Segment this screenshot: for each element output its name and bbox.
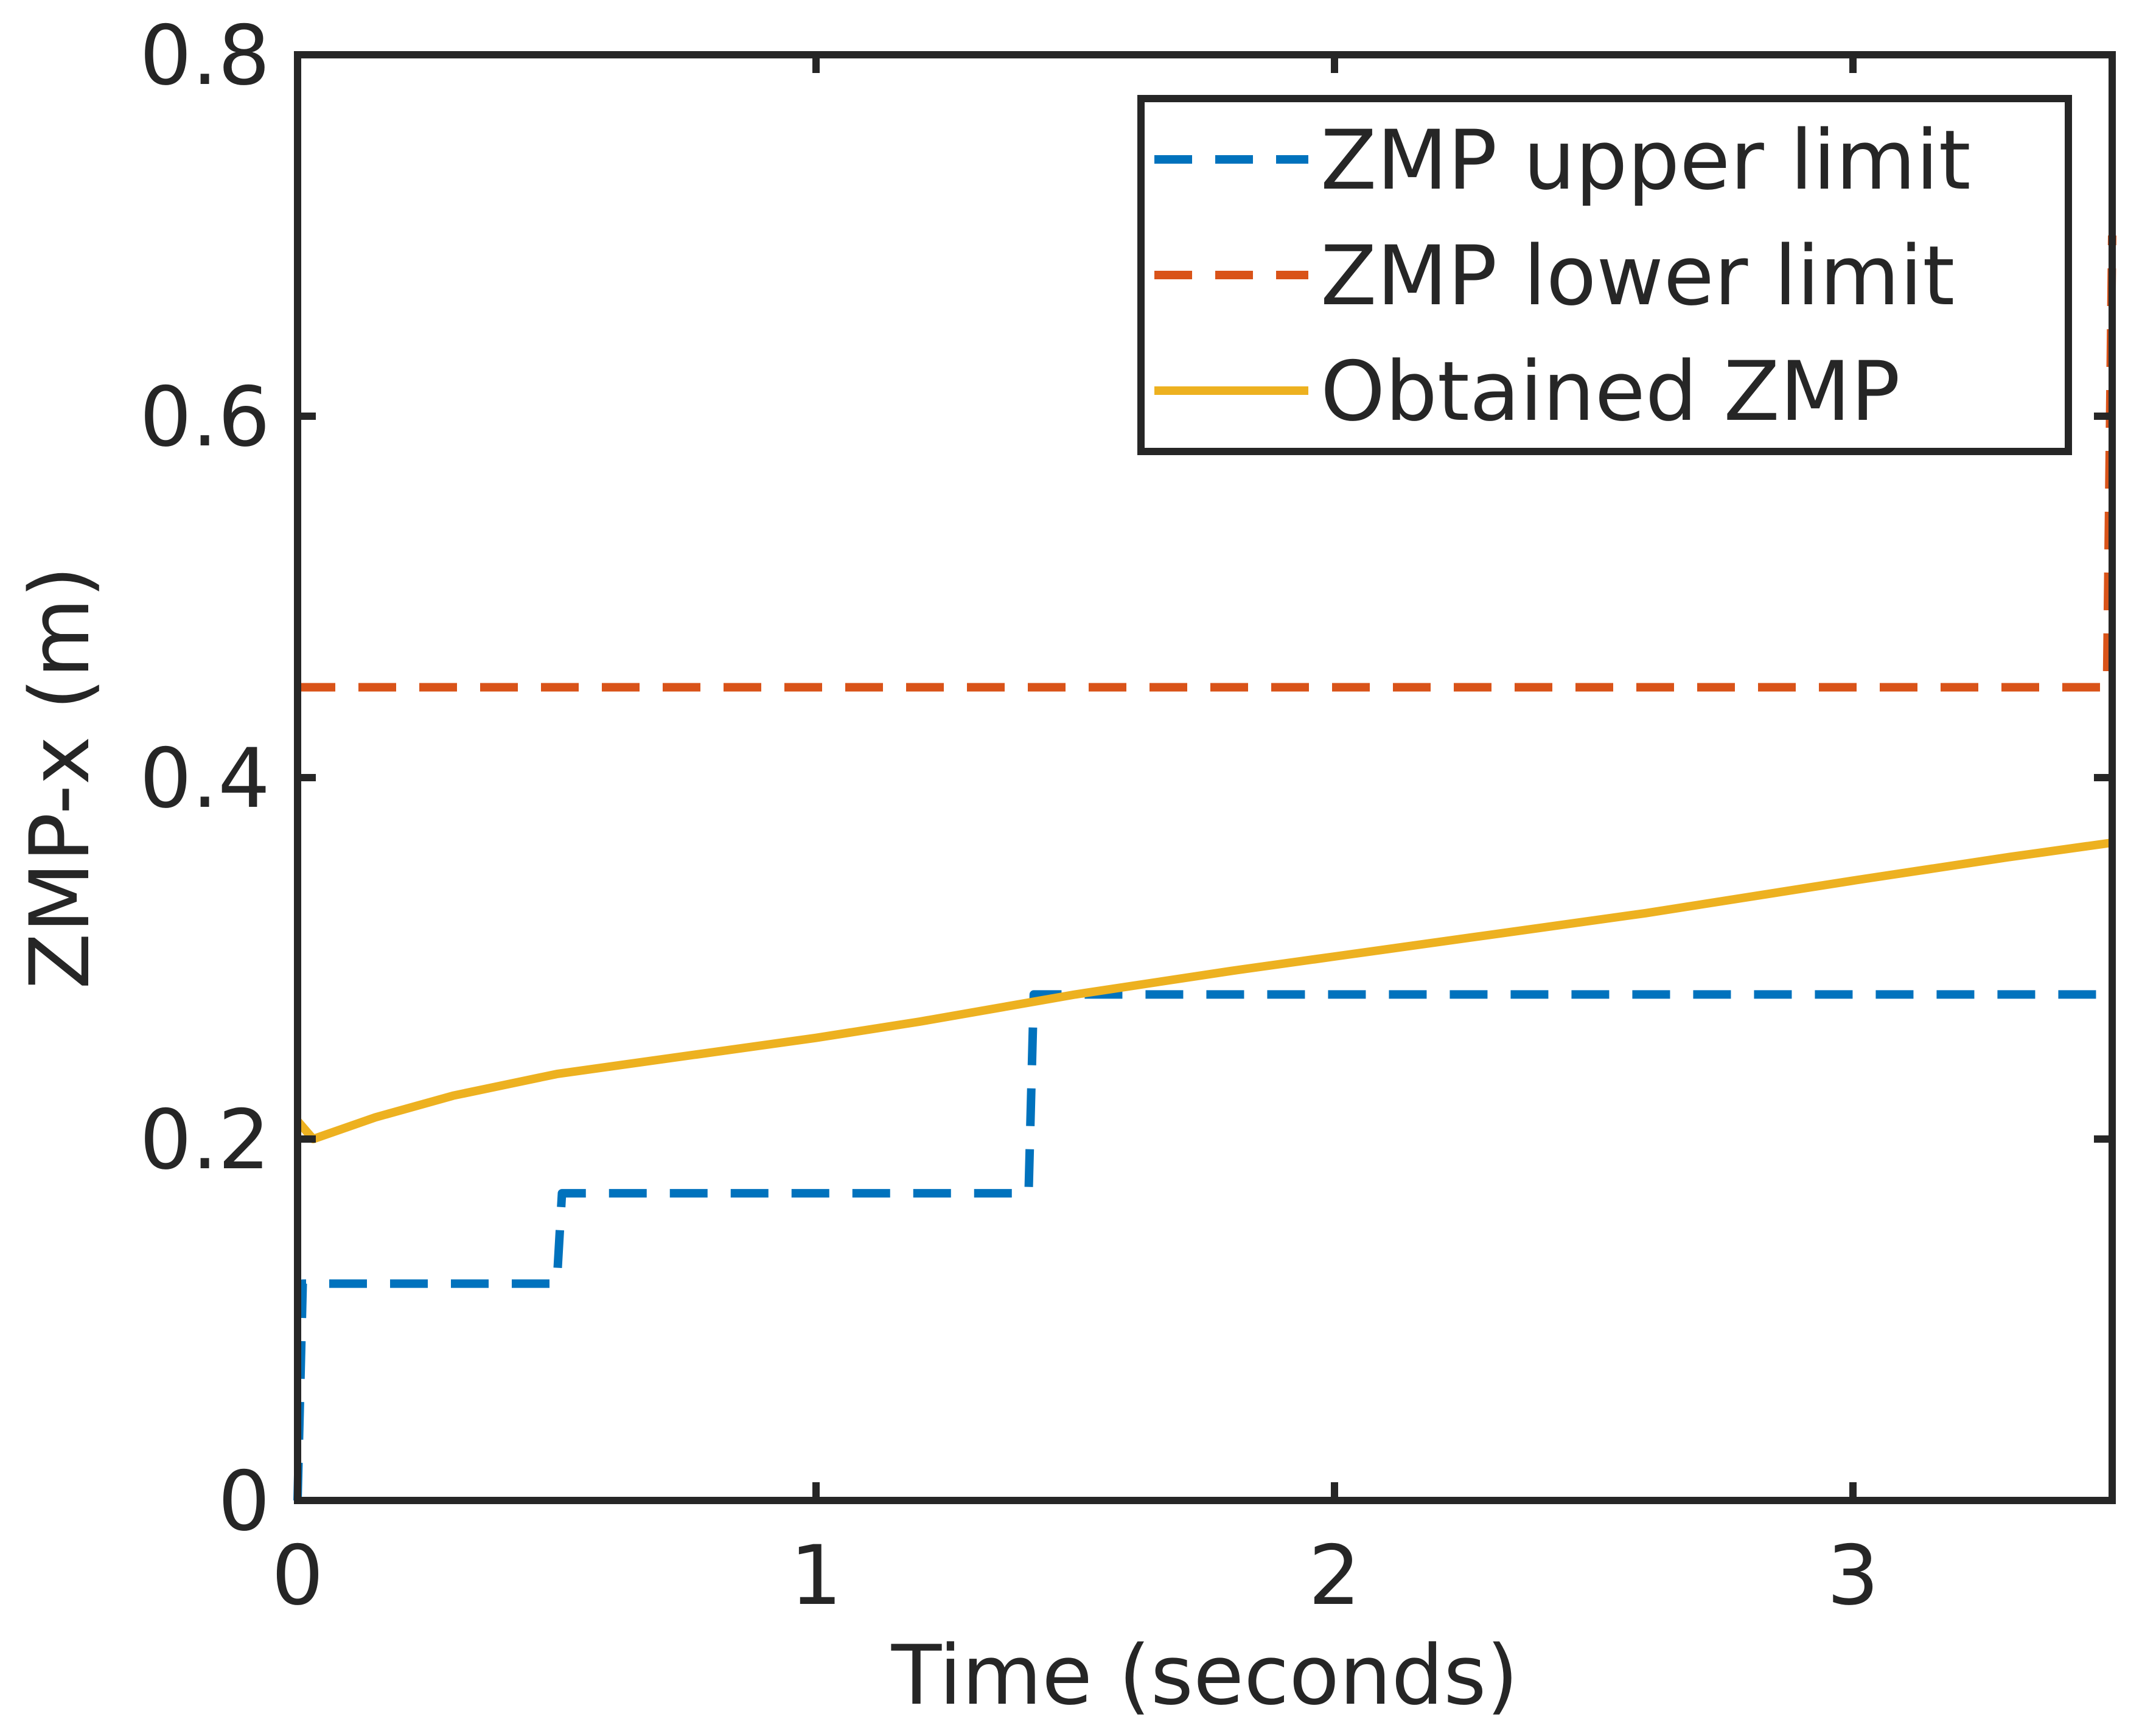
series-line-2: [294, 838, 2113, 1143]
tick-layer: 0 1 2 3 0 0.2 0.4 0.6 0.8: [139, 8, 2112, 1623]
series-layer: [293, 235, 2116, 1501]
legend-label-obtained: Obtained ZMP: [1320, 344, 1900, 439]
legend-label-upper: ZMP upper limit: [1320, 113, 1971, 208]
x-tick-label-2: 2: [1308, 1528, 1361, 1623]
x-axis-label: Time (seconds): [891, 1628, 1518, 1723]
y-tick-label-3: 0.6: [139, 369, 270, 465]
legend-label-lower: ZMP lower limit: [1320, 228, 1955, 324]
y-tick-label-1: 0.2: [139, 1092, 270, 1188]
series-line-0: [293, 990, 2112, 1501]
y-tick-label-4: 0.8: [139, 8, 270, 103]
y-axis-label: ZMP-x (m): [12, 566, 108, 989]
x-tick-label-1: 1: [790, 1528, 842, 1623]
x-tick-label-3: 3: [1827, 1528, 1879, 1623]
legend: ZMP upper limit ZMP lower limit Obtained…: [1137, 95, 2072, 455]
y-tick-label-2: 0.4: [139, 731, 270, 826]
x-tick-label-0: 0: [271, 1528, 324, 1623]
y-tick-label-0: 0: [218, 1454, 270, 1549]
